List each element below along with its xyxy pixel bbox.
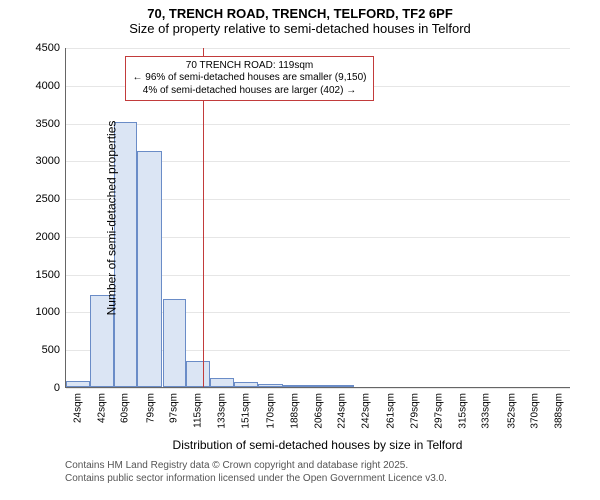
gridline-h <box>66 124 570 125</box>
x-tick-label: 224sqm <box>337 387 348 429</box>
caption-line-1: Contains HM Land Registry data © Crown c… <box>65 460 447 473</box>
y-tick-label: 1500 <box>36 269 66 281</box>
x-tick-label: 151sqm <box>240 387 251 429</box>
x-tick-label: 315sqm <box>457 387 468 429</box>
x-tick-label: 60sqm <box>120 387 131 423</box>
annotation-box: 70 TRENCH ROAD: 119sqm← 96% of semi-deta… <box>125 56 373 102</box>
x-tick-label: 388sqm <box>554 387 565 429</box>
x-tick-label: 279sqm <box>410 387 421 429</box>
chart-container: 70, TRENCH ROAD, TRENCH, TELFORD, TF2 6P… <box>0 0 600 500</box>
caption-line-2: Contains public sector information licen… <box>65 473 447 486</box>
y-tick-label: 4000 <box>36 80 66 92</box>
x-tick-label: 188sqm <box>289 387 300 429</box>
x-tick-label: 97sqm <box>169 387 180 423</box>
x-tick-label: 297sqm <box>433 387 444 429</box>
x-tick-label: 333sqm <box>481 387 492 429</box>
y-tick-label: 500 <box>42 344 66 356</box>
histogram-bar <box>163 299 187 387</box>
y-tick-label: 1000 <box>36 306 66 318</box>
chart-title-address: 70, TRENCH ROAD, TRENCH, TELFORD, TF2 6P… <box>0 6 600 21</box>
y-tick-label: 2500 <box>36 193 66 205</box>
y-tick-label: 0 <box>54 382 66 394</box>
gridline-h <box>66 48 570 49</box>
y-tick-label: 3500 <box>36 118 66 130</box>
annotation-line: 4% of semi-detached houses are larger (4… <box>132 85 366 98</box>
x-tick-label: 42sqm <box>96 387 107 423</box>
copyright-caption: Contains HM Land Registry data © Crown c… <box>65 460 447 485</box>
x-tick-label: 24sqm <box>72 387 83 423</box>
y-tick-label: 3000 <box>36 155 66 167</box>
y-axis-label: Number of semi-detached properties <box>104 121 118 316</box>
x-tick-label: 370sqm <box>530 387 541 429</box>
y-tick-label: 2000 <box>36 231 66 243</box>
chart-subtitle: Size of property relative to semi-detach… <box>0 21 600 36</box>
x-tick-label: 79sqm <box>145 387 156 423</box>
title-block: 70, TRENCH ROAD, TRENCH, TELFORD, TF2 6P… <box>0 0 600 36</box>
histogram-bar <box>186 361 210 387</box>
x-tick-label: 133sqm <box>216 387 227 429</box>
x-axis-label: Distribution of semi-detached houses by … <box>173 438 463 452</box>
x-tick-label: 115sqm <box>193 387 204 428</box>
plot-area: 05001000150020002500300035004000450024sq… <box>65 48 570 388</box>
annotation-line: 70 TRENCH ROAD: 119sqm <box>132 60 366 73</box>
x-tick-label: 261sqm <box>386 387 397 429</box>
histogram-bar <box>210 378 234 387</box>
histogram-bar <box>137 151 162 387</box>
x-tick-label: 242sqm <box>361 387 372 429</box>
x-tick-label: 352sqm <box>506 387 517 429</box>
x-tick-label: 170sqm <box>265 387 276 429</box>
annotation-line: ← 96% of semi-detached houses are smalle… <box>132 72 366 85</box>
y-tick-label: 4500 <box>36 42 66 54</box>
x-tick-label: 206sqm <box>313 387 324 429</box>
